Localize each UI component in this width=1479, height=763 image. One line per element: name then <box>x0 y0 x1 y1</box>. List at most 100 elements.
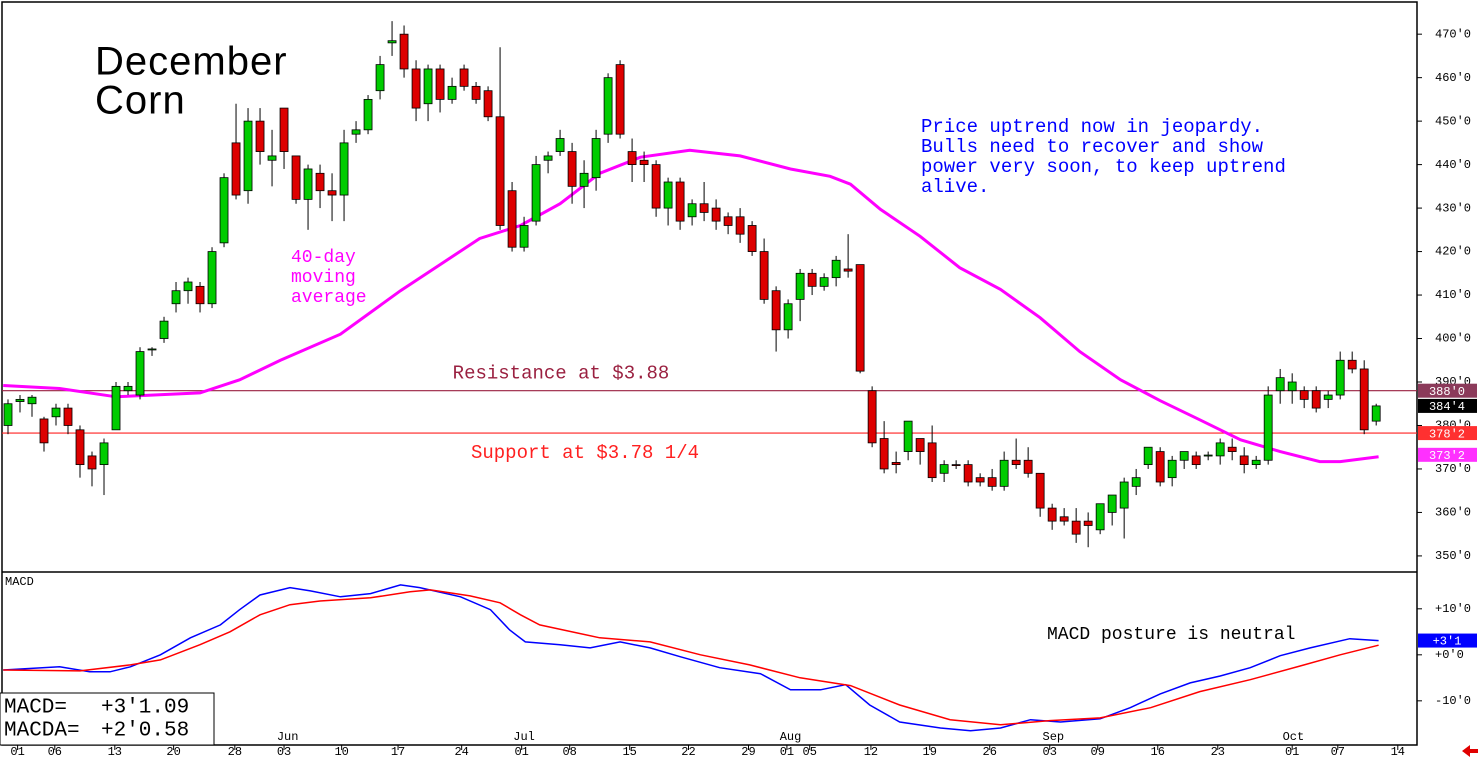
candle-body <box>207 251 217 305</box>
candle-body <box>87 455 97 470</box>
candle-body <box>351 129 361 135</box>
month-label: Aug <box>780 730 802 744</box>
candle-body <box>1359 368 1369 431</box>
candle-body <box>723 216 733 226</box>
candle-body <box>135 351 145 396</box>
candle-body <box>111 385 121 431</box>
x-tick-label: 01 <box>10 745 24 759</box>
candle-body <box>423 68 433 105</box>
candle-body <box>639 159 649 166</box>
candle-body <box>567 151 577 187</box>
x-tick-label: 29 <box>741 745 755 759</box>
candle-body <box>495 116 505 226</box>
annotation: power very soon, to keep uptrend <box>921 156 1286 178</box>
candle-body <box>795 272 805 300</box>
x-tick-label: 23 <box>1211 745 1225 759</box>
x-tick-label: 06 <box>48 745 62 759</box>
y-tick-label: +10'0 <box>1435 602 1471 616</box>
annotation: alive. <box>921 176 989 198</box>
candle-body <box>459 68 469 87</box>
candle-body <box>1347 359 1357 370</box>
candle-body <box>675 181 685 222</box>
ma-label: 40-day <box>291 248 356 268</box>
candle-body <box>999 459 1009 487</box>
candle-body <box>855 264 865 372</box>
candle-body <box>879 438 889 470</box>
candle-body <box>687 203 697 218</box>
candle-body <box>471 85 481 100</box>
candle-body <box>579 172 589 187</box>
x-tick-label: 20 <box>166 745 180 759</box>
y-tick-label: 400'0 <box>1435 332 1471 346</box>
candle-body <box>663 181 673 209</box>
readout-box <box>0 692 215 746</box>
candle-body <box>1023 459 1033 474</box>
candle-body <box>123 385 133 392</box>
price-tag <box>1418 447 1477 462</box>
y-tick-label: +0'0 <box>1435 648 1464 662</box>
candle-body <box>1179 451 1189 461</box>
candle-body <box>1107 494 1117 513</box>
candle-body <box>291 155 301 200</box>
candle-body <box>963 464 973 483</box>
candle-body <box>531 164 541 222</box>
nav-arrow[interactable] <box>1462 745 1478 757</box>
candle-body <box>891 462 901 466</box>
x-tick-label: 16 <box>1151 745 1165 759</box>
candle-body <box>447 85 457 100</box>
candle-body <box>375 64 385 92</box>
readout-name: MACDA= <box>4 720 80 743</box>
macd-line <box>3 589 1379 726</box>
x-tick-label: 01 <box>514 745 528 759</box>
candle-body <box>771 290 781 331</box>
x-tick-label: 17 <box>391 745 405 759</box>
candle-body <box>1251 459 1261 466</box>
x-tick-label: 14 <box>1391 745 1405 759</box>
candle-body <box>819 277 829 287</box>
candle-body <box>147 348 157 351</box>
candle-body <box>519 225 529 248</box>
candle-body <box>63 407 73 426</box>
candle-body <box>555 138 565 152</box>
price-tag-label: 384'4 <box>1429 400 1465 414</box>
candle-body <box>435 68 445 100</box>
candle-body <box>39 418 49 444</box>
annotation: Price uptrend now in jeopardy. <box>921 116 1263 138</box>
candle-body <box>1203 454 1213 457</box>
candle-body <box>867 390 877 444</box>
candle-body <box>591 138 601 179</box>
candle-body <box>195 285 205 305</box>
chart-title: Corn <box>95 79 186 123</box>
candle-body <box>927 442 937 479</box>
candle-body <box>1119 481 1129 509</box>
candle-body <box>615 64 625 135</box>
month-label: Sep <box>1043 730 1065 744</box>
x-tick-label: 12 <box>864 745 878 759</box>
candle-body <box>507 190 517 248</box>
price-tag-label: 378'2 <box>1429 427 1465 441</box>
x-tick-label: 15 <box>622 745 636 759</box>
ma-label: average <box>291 288 367 308</box>
y-tick-label: 460'0 <box>1435 71 1471 85</box>
candle-body <box>807 272 817 287</box>
candle-body <box>339 142 349 196</box>
chart-title: December <box>95 40 288 84</box>
candle-body <box>543 155 553 161</box>
price-tag <box>1418 383 1477 398</box>
price-tag-label: 373'2 <box>1429 449 1465 463</box>
ma-label: moving <box>291 268 356 288</box>
price-tag <box>1418 633 1477 648</box>
candle-body <box>1059 516 1069 522</box>
candle-body <box>1275 377 1285 392</box>
candle-body <box>1131 477 1141 487</box>
candle-body <box>1239 455 1249 466</box>
x-tick-label: 19 <box>923 745 937 759</box>
x-tick-label: 28 <box>228 745 242 759</box>
candle-body <box>255 120 265 152</box>
macd-line <box>3 584 1379 732</box>
candle-body <box>951 464 961 467</box>
candle-body <box>219 177 229 244</box>
price-tag-label: 388'0 <box>1429 385 1465 399</box>
candle-body <box>327 190 337 196</box>
x-tick-label: 03 <box>1043 745 1057 759</box>
